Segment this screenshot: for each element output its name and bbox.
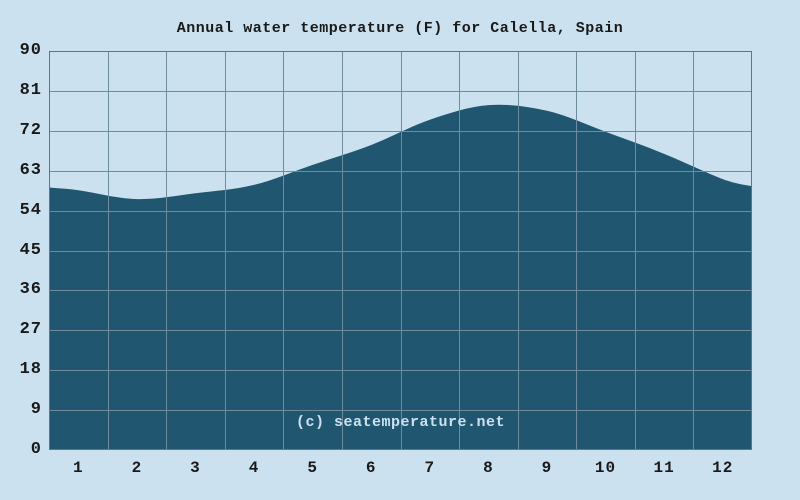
watermark: (c) seatemperature.net — [295, 414, 506, 431]
x-tick-label: 7 — [424, 459, 436, 477]
y-tick-label: 63 — [19, 160, 42, 180]
chart-title: Annual water temperature (F) for Calella… — [176, 20, 624, 37]
gridlines — [49, 51, 752, 450]
y-tick-label: 81 — [19, 80, 42, 100]
temperature-area-chart — [49, 51, 752, 450]
plot-frame — [49, 51, 752, 450]
x-tick-label: 4 — [248, 459, 260, 477]
y-tick-label: 9 — [30, 400, 42, 420]
y-tick-label: 27 — [19, 320, 42, 340]
x-tick-label: 3 — [190, 459, 201, 477]
y-tick-label: 18 — [19, 360, 42, 380]
y-tick-label: 0 — [30, 440, 42, 459]
x-tick-label: 1 — [72, 459, 84, 477]
x-tick-label: 11 — [653, 459, 675, 477]
x-tick-label: 9 — [541, 459, 553, 477]
x-tick-label: 12 — [712, 459, 734, 477]
y-tick-label: 90 — [19, 41, 42, 60]
x-tick-label: 5 — [307, 459, 318, 477]
x-tick-label: 8 — [483, 459, 494, 477]
x-tick-label: 2 — [131, 459, 143, 477]
x-tick-label: 10 — [594, 459, 617, 477]
plot-area: (c) seatemperature.net — [49, 51, 752, 450]
y-tick-label: 36 — [19, 280, 42, 300]
y-tick-label: 54 — [19, 200, 42, 220]
y-tick-label: 45 — [19, 240, 42, 260]
x-tick-label: 6 — [365, 459, 377, 477]
y-tick-label: 72 — [19, 120, 42, 140]
area-path — [49, 104, 752, 450]
